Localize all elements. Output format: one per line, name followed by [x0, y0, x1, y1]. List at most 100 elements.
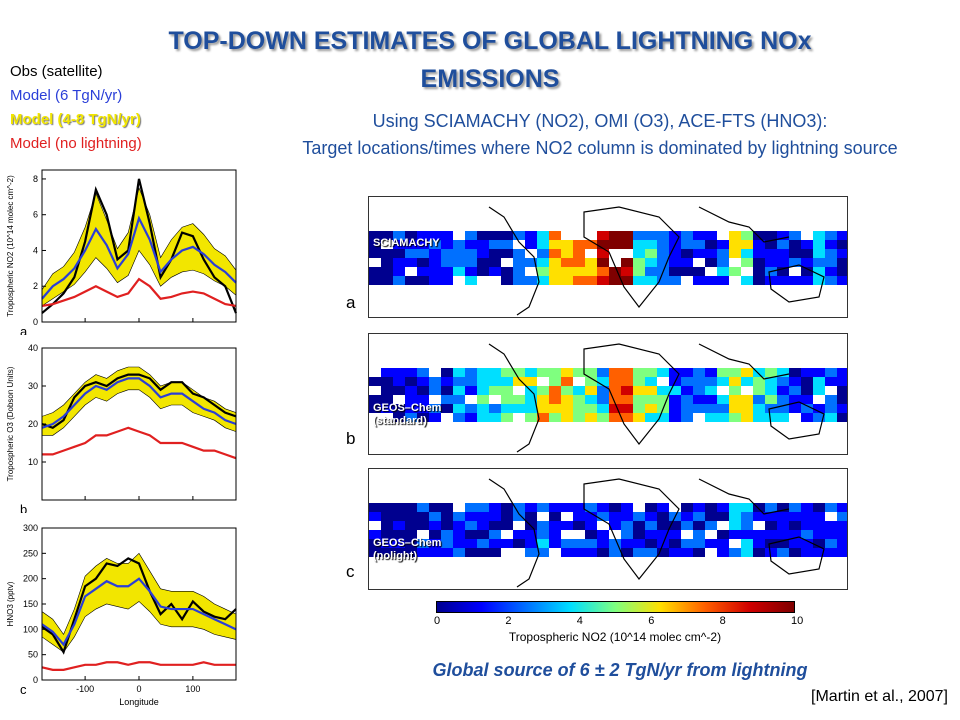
map-grid-cell — [621, 276, 633, 285]
map-grid-cell — [801, 413, 813, 422]
map-grid-cell — [777, 267, 789, 276]
map-grid-cell — [693, 521, 705, 530]
map-grid-cell — [645, 395, 657, 404]
map-grid-cell — [453, 267, 465, 276]
map-grid-cell — [381, 249, 393, 258]
map-grid-cell — [801, 276, 813, 285]
map-grid-cell — [681, 386, 693, 395]
map-grid-cell — [669, 413, 681, 422]
map-grid-cell — [525, 368, 537, 377]
map-grid-cell — [825, 530, 837, 539]
map-grid-cell — [369, 512, 381, 521]
map-grid-cell — [837, 231, 847, 240]
map-grid-cell — [669, 231, 681, 240]
map-grid-cell — [813, 377, 825, 386]
map-grid-cell — [801, 240, 813, 249]
map-grid-cell — [633, 249, 645, 258]
map-grid-cell — [597, 377, 609, 386]
map-grid-cell — [513, 276, 525, 285]
map-grid-cell — [657, 521, 669, 530]
map-grid-cell — [645, 386, 657, 395]
map-grid-cell — [405, 395, 417, 404]
map-grid-cell — [549, 249, 561, 258]
map-panel-letter-c: c — [346, 562, 355, 581]
map-grid-cell — [729, 231, 741, 240]
map-grid-cell — [681, 395, 693, 404]
map-grid-cell — [657, 249, 669, 258]
map-grid-cell — [765, 368, 777, 377]
map-grid-cell — [501, 404, 513, 413]
map-grid-cell — [669, 530, 681, 539]
map-grid-cell — [597, 276, 609, 285]
subtitle-line-1: Using SCIAMACHY (NO2), OMI (O3), ACE-FTS… — [372, 111, 828, 131]
map-grid-cell — [429, 530, 441, 539]
map-grid-cell — [825, 503, 837, 512]
map-grid-cell — [597, 258, 609, 267]
map-grid-cell — [837, 404, 847, 413]
map-grid-cell — [417, 276, 429, 285]
map-grid-cell — [705, 404, 717, 413]
map-grid-cell — [825, 377, 837, 386]
coastline-australia — [768, 401, 825, 440]
map-grid-cell — [837, 377, 847, 386]
map-grid-cell — [573, 413, 585, 422]
map-grid-cell — [429, 258, 441, 267]
map-grid-cell — [753, 395, 765, 404]
map-grid-cell — [717, 503, 729, 512]
map-grid-cell — [381, 530, 393, 539]
map-grid-cell — [525, 530, 537, 539]
map-grid-cell — [441, 530, 453, 539]
map-grid-cell — [393, 413, 405, 422]
map-grid-cell — [657, 386, 669, 395]
map-grid-cell — [441, 368, 453, 377]
map-grid-cell — [777, 368, 789, 377]
y-tick-label: 6 — [33, 210, 38, 220]
map-grid-cell — [513, 258, 525, 267]
map-grid-cell — [429, 539, 441, 548]
map-grid-cell — [561, 521, 573, 530]
map-grid-cell — [597, 404, 609, 413]
subtitle: Using SCIAMACHY (NO2), OMI (O3), ACE-FTS… — [280, 108, 920, 162]
map-grid-cell — [441, 386, 453, 395]
y-tick-label: 4 — [33, 245, 38, 255]
map-grid-cell — [789, 258, 801, 267]
map-grid-cell — [621, 413, 633, 422]
map-grid-cell — [393, 276, 405, 285]
map-grid-cell — [429, 240, 441, 249]
coastline-asia — [698, 206, 790, 243]
map-grid-cell — [645, 548, 657, 557]
map-grid-cell — [801, 521, 813, 530]
map-grid-cell — [597, 231, 609, 240]
map-grid-cell — [369, 539, 381, 548]
map-grid-cell — [633, 521, 645, 530]
map-grid-cell — [777, 377, 789, 386]
map-grid-cell — [753, 413, 765, 422]
map-grid-cell — [717, 377, 729, 386]
map-grid-cell — [633, 276, 645, 285]
map-grid-cell — [729, 368, 741, 377]
map-grid-cell — [837, 240, 847, 249]
map-grid-cell — [729, 530, 741, 539]
map-grid-cell — [633, 258, 645, 267]
map-grid-cell — [777, 258, 789, 267]
map-grid-cell — [441, 240, 453, 249]
map-grid-cell — [501, 249, 513, 258]
map-grid-cell — [417, 386, 429, 395]
map-grid-cell — [693, 548, 705, 557]
map-grid-cell — [465, 231, 477, 240]
map-grid-cell — [585, 377, 597, 386]
y-axis-label: HNO3 (pptv) — [6, 581, 15, 626]
map-grid-cell — [369, 240, 381, 249]
map-grid-cell — [645, 512, 657, 521]
map-grid-cell — [825, 258, 837, 267]
map-grid-cell — [729, 404, 741, 413]
map-grid-cell — [381, 539, 393, 548]
map-grid-cell — [525, 548, 537, 557]
map-grid-cell — [537, 368, 549, 377]
map-grid-cell — [501, 231, 513, 240]
x-axis-label: Longitude — [119, 697, 159, 707]
map-grid-cell — [561, 267, 573, 276]
map-grid-cell — [525, 258, 537, 267]
map-grid-cell — [453, 377, 465, 386]
map-grid-cell — [585, 512, 597, 521]
